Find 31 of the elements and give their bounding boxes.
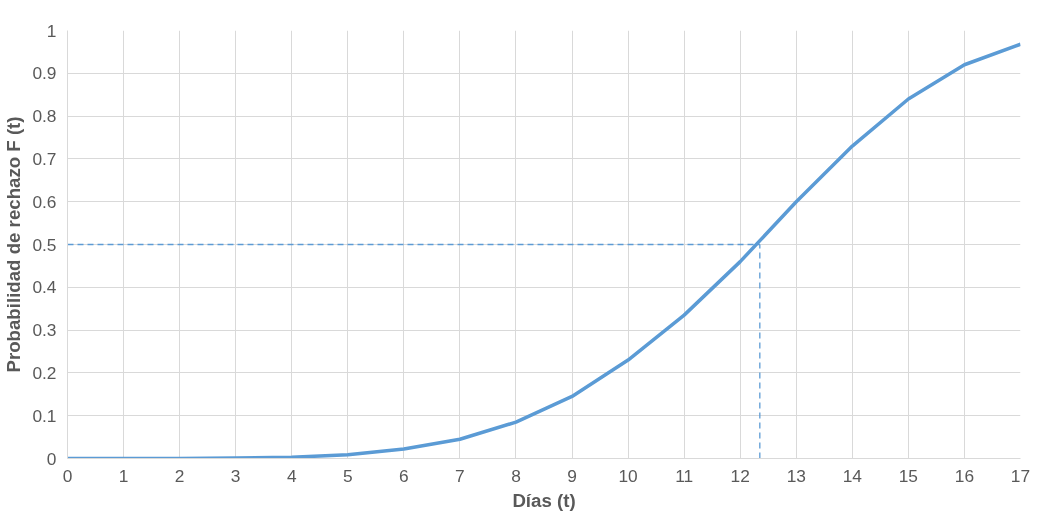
x-tick-label: 4 [286, 465, 297, 486]
y-tick-label: 0.6 [32, 191, 57, 212]
x-tick-label: 6 [399, 465, 409, 486]
x-tick-label: 12 [730, 465, 750, 486]
y-tick-label: 0.4 [32, 277, 57, 298]
x-tick-label: 16 [954, 465, 975, 486]
x-tick-label: 1 [118, 465, 129, 486]
y-tick-label: 0.9 [32, 63, 57, 84]
y-tick-label: 0.1 [32, 405, 57, 426]
y-axis-title: Probabilidad de rechazo F (t) [3, 116, 25, 373]
y-tick-label: 0.7 [32, 148, 57, 169]
x-tick-label: 11 [675, 465, 694, 486]
y-tick-label: 0.8 [32, 106, 57, 127]
y-tick-label: 0.5 [32, 234, 57, 255]
x-axis-title: Días (t) [512, 489, 576, 511]
x-tick-label: 8 [511, 465, 521, 486]
x-tick-label: 3 [230, 465, 241, 486]
x-tick-label: 2 [174, 465, 185, 486]
y-tick-label: 1 [46, 20, 57, 41]
x-tick-label: 5 [342, 465, 353, 486]
y-tick-label: 0.2 [32, 362, 57, 383]
x-tick-label: 14 [842, 465, 863, 486]
x-tick-label: 9 [567, 465, 577, 486]
x-tick-label: 17 [1010, 465, 1031, 486]
y-tick-label: 0 [46, 448, 57, 469]
y-tick-label: 0.3 [32, 320, 57, 341]
x-tick-label: 13 [786, 465, 806, 486]
x-tick-label: 7 [455, 465, 465, 486]
x-tick-label: 0 [62, 465, 73, 486]
x-tick-label: 10 [618, 465, 638, 486]
x-tick-label: 15 [898, 465, 919, 486]
